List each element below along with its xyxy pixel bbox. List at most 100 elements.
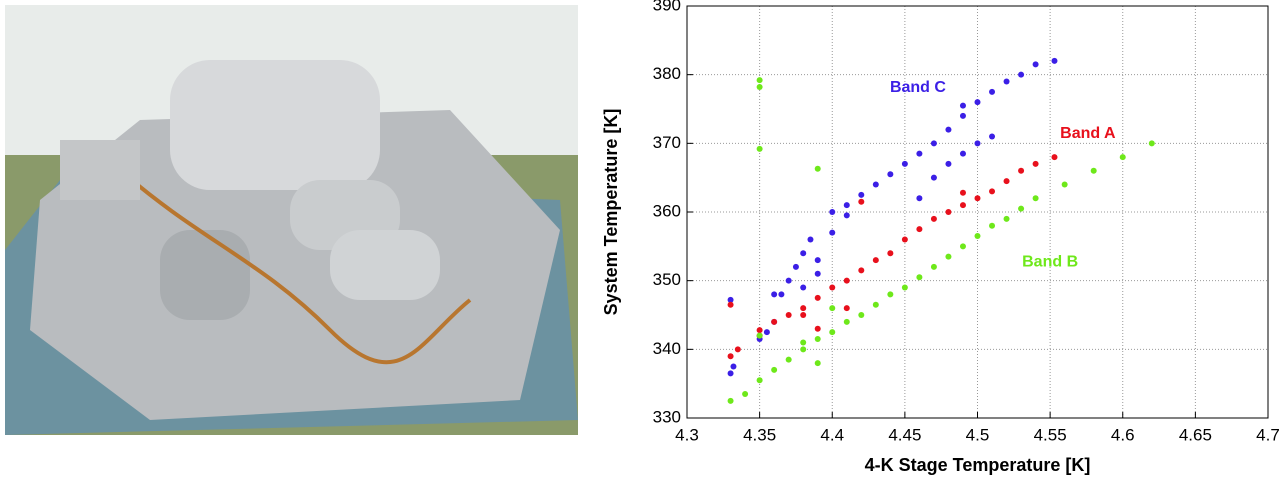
scatter-point: [974, 233, 981, 240]
scatter-point: [778, 291, 785, 298]
x-tick-label: 4.65: [1179, 425, 1212, 444]
scatter-point: [829, 329, 836, 336]
x-tick-label: 4.3: [675, 425, 699, 444]
scatter-point: [771, 318, 778, 325]
scatter-point: [1032, 61, 1039, 68]
plot-frame: [686, 5, 1269, 419]
scatter-point: [800, 346, 807, 353]
scatter-point: [945, 209, 952, 215]
photo-cylinder: [170, 60, 380, 190]
scatter-point: [843, 277, 850, 284]
scatter-point: [785, 356, 792, 363]
scatter-point: [989, 88, 996, 95]
scatter-point: [814, 294, 821, 301]
scatter-point: [771, 366, 778, 373]
scatter-point: [843, 212, 850, 219]
scatter-point: [930, 263, 937, 270]
scatter-point: [1051, 154, 1058, 161]
scatter-point: [829, 229, 836, 236]
scatter-point: [901, 236, 908, 243]
scatter-point: [945, 253, 952, 260]
scatter-point: [814, 257, 821, 264]
scatter-point: [959, 202, 966, 209]
scatter-point: [843, 318, 850, 325]
x-tick-label: 4.4: [820, 425, 844, 444]
photo-box: [60, 140, 140, 200]
scatter-point: [1003, 178, 1010, 185]
scatter-point: [930, 140, 937, 147]
scatter-point: [727, 296, 734, 303]
scatter-point: [756, 377, 763, 384]
photo: [5, 5, 578, 435]
scatter-point: [1090, 167, 1097, 174]
scatter-point: [945, 160, 952, 167]
scatter-point: [916, 150, 923, 157]
scatter-point: [916, 195, 923, 202]
scatter-point: [814, 325, 821, 332]
scatter-point: [756, 84, 763, 91]
scatter-point: [959, 102, 966, 109]
y-tick-label: 360: [653, 201, 681, 220]
scatter-point: [1018, 167, 1025, 174]
y-tick-label: 340: [653, 339, 681, 358]
scatter-point: [843, 202, 850, 209]
scatter-point: [756, 332, 763, 339]
scatter-point: [771, 291, 778, 298]
scatter-point: [930, 174, 937, 181]
scatter-point: [1032, 160, 1039, 167]
scatter-point: [959, 243, 966, 250]
y-axis-label: System Temperature [K]: [601, 109, 621, 316]
scatter-point: [974, 195, 981, 202]
scatter-point: [887, 291, 894, 298]
series-label: Band B: [1022, 253, 1078, 270]
scatter-point: [872, 301, 879, 308]
scatter-point: [858, 198, 865, 205]
scatter-point: [814, 270, 821, 277]
y-tick-label: 370: [653, 133, 681, 152]
series-label: Band C: [890, 79, 946, 96]
scatter-point: [887, 250, 894, 257]
scatter-point: [727, 301, 734, 308]
y-tick-label: 390: [653, 0, 681, 14]
scatter-point: [930, 215, 937, 222]
y-tick-label: 350: [653, 270, 681, 289]
scatter-point: [807, 236, 814, 243]
scatter-point: [989, 222, 996, 229]
scatter-point: [916, 226, 923, 233]
scatter-point: [742, 390, 749, 397]
scatter-point: [785, 312, 792, 318]
x-tick-label: 4.55: [1034, 425, 1067, 444]
scatter-point: [959, 189, 966, 196]
scatter-point: [989, 133, 996, 140]
scatter-point: [901, 284, 908, 291]
y-tick-label: 330: [653, 407, 681, 426]
scatter-point: [1003, 215, 1010, 222]
scatter-point: [843, 305, 850, 312]
x-tick-label: 4.7: [1256, 425, 1280, 444]
photo-cable: [118, 168, 472, 365]
photo-tank: [330, 230, 440, 300]
scatter-point: [829, 284, 836, 291]
scatter-point: [858, 312, 865, 318]
scatter-point: [829, 305, 836, 312]
scatter-point: [872, 257, 879, 264]
scatter-point: [1051, 57, 1058, 64]
x-tick-label: 4.5: [966, 425, 990, 444]
scatter-point: [1003, 78, 1010, 85]
scatter-point: [814, 360, 821, 367]
scatter-point: [1018, 205, 1025, 212]
scatter-point: [858, 267, 865, 274]
series-label: Band A: [1060, 125, 1116, 142]
scatter-point: [756, 145, 763, 152]
scatter-point: [730, 363, 737, 370]
scatter-point: [829, 209, 836, 215]
scatter-point: [945, 126, 952, 133]
scatter-point: [756, 327, 763, 334]
scatter-point: [763, 329, 770, 336]
scatter-point: [800, 284, 807, 291]
scatter-point: [858, 191, 865, 198]
scatter-point: [872, 181, 879, 188]
scatter-point: [800, 305, 807, 312]
scatter-point: [1032, 195, 1039, 202]
